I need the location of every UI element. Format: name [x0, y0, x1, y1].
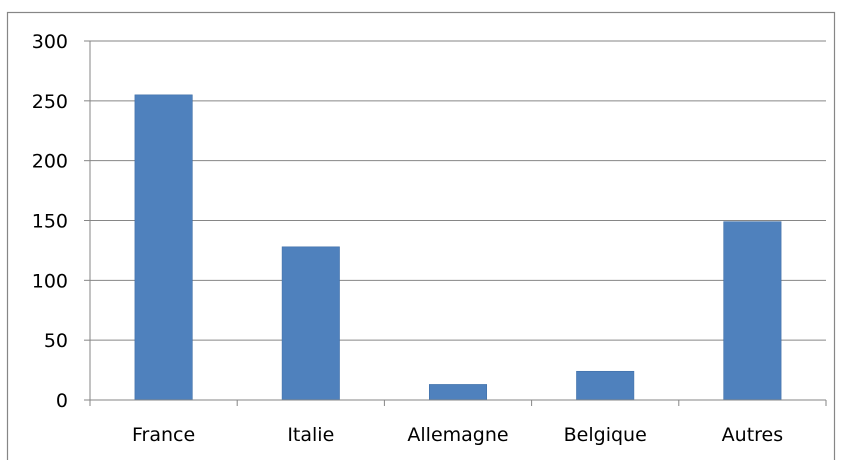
y-tick-label: 100 [32, 270, 68, 292]
y-tick-labels: 0 50 100 150 200 250 300 [32, 31, 68, 412]
x-tick-label: Autres [722, 424, 783, 446]
gridlines [90, 40, 826, 341]
y-tick-label: 300 [32, 31, 68, 53]
y-tick-label: 50 [44, 330, 68, 352]
bar-allemagne [428, 384, 488, 401]
x-tick-labels: France Italie Allemagne Belgique Autres [132, 424, 783, 446]
bar-france [134, 94, 193, 401]
axes [84, 40, 827, 406]
chart-frame [6, 11, 836, 460]
bars [134, 94, 782, 401]
x-tick-label: Italie [287, 424, 334, 446]
bar-belgique [576, 370, 635, 401]
x-tick-label: Allemagne [407, 424, 508, 446]
y-tick-label: 200 [32, 151, 68, 173]
y-tick-label: 150 [32, 211, 68, 233]
x-tick-label: Belgique [564, 424, 647, 446]
x-tick-label: France [132, 424, 195, 446]
bar-autres [723, 221, 782, 401]
y-tick-label: 0 [56, 390, 68, 412]
bar-italie [281, 246, 340, 401]
y-tick-label: 250 [32, 91, 68, 113]
